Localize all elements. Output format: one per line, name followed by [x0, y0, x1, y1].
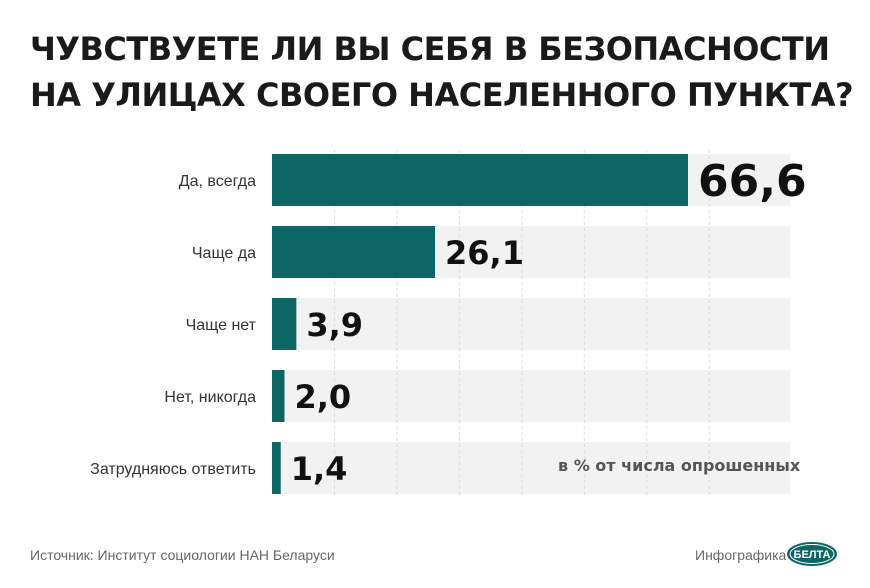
bar — [272, 226, 436, 278]
belta-logo: БЕЛТА — [787, 542, 837, 566]
source-text: Источник: Институт социологии НАН Белару… — [30, 547, 335, 563]
value-label: 2,0 — [294, 378, 351, 416]
chart-title-line-2: НА УЛИЦАХ СВОЕГО НАСЕЛЕННОГО ПУНКТА? — [30, 76, 854, 114]
chart-title: ЧУВСТВУЕТЕ ЛИ ВЫ СЕБЯ В БЕЗОПАСНОСТИ НА … — [30, 26, 854, 118]
bar — [272, 298, 297, 350]
bar-track — [272, 442, 790, 494]
bar-track — [272, 298, 790, 350]
category-label: Нет, никогда — [164, 389, 256, 406]
bar-track — [272, 370, 790, 422]
bar — [272, 370, 285, 422]
svg-text:БЕЛТА: БЕЛТА — [794, 549, 831, 561]
bar — [272, 154, 688, 206]
value-label: 26,1 — [445, 234, 524, 272]
chart-title-line-1: ЧУВСТВУЕТЕ ЛИ ВЫ СЕБЯ В БЕЗОПАСНОСТИ — [30, 30, 830, 68]
value-label: 66,6 — [698, 156, 807, 207]
category-label: Чаще нет — [186, 317, 257, 334]
category-label: Чаще да — [192, 245, 256, 262]
bar — [272, 442, 281, 494]
value-label: 3,9 — [306, 306, 363, 344]
category-label: Да, всегда — [179, 173, 256, 190]
units-note: в % от числа опрошенных — [558, 456, 801, 475]
value-label: 1,4 — [291, 450, 348, 488]
infographic-credit: Инфографика — [695, 547, 787, 563]
category-label: Затрудняюсь ответить — [90, 461, 256, 478]
